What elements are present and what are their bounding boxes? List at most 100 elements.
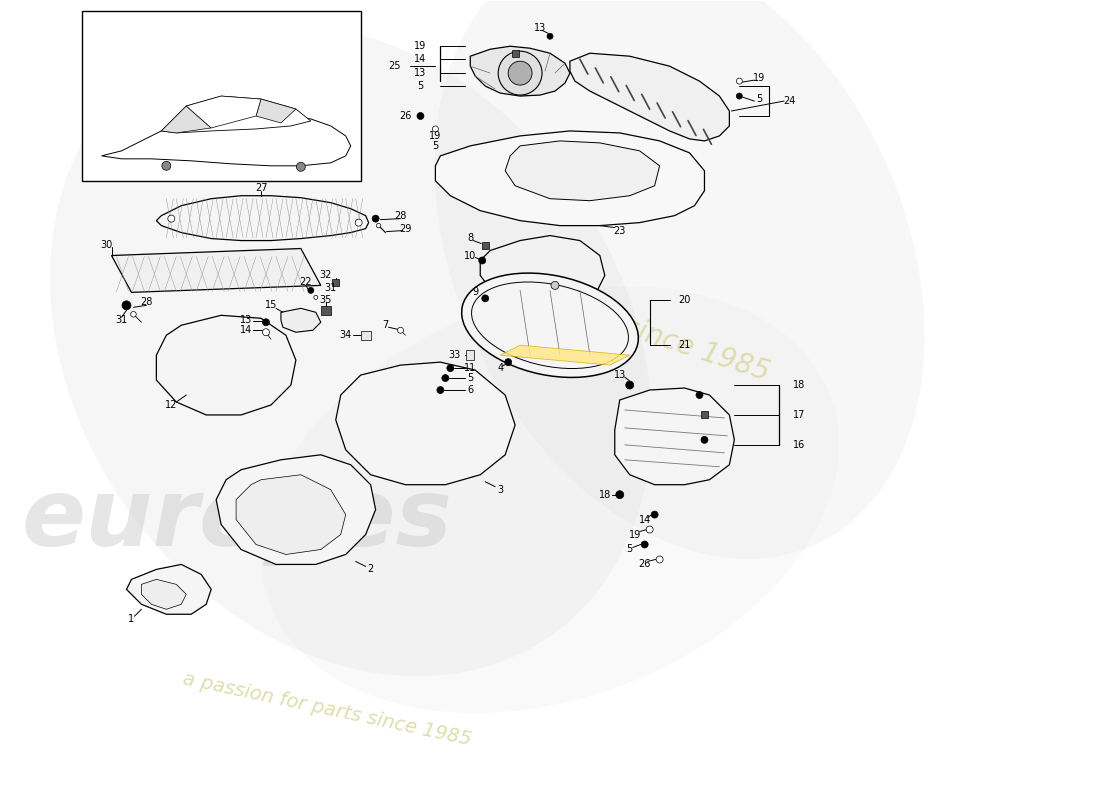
Polygon shape <box>156 315 296 415</box>
Circle shape <box>263 329 270 336</box>
Text: 17: 17 <box>793 410 805 420</box>
Bar <box>332 279 339 286</box>
Text: 14: 14 <box>415 54 427 64</box>
Circle shape <box>162 162 170 170</box>
Circle shape <box>616 490 624 498</box>
Polygon shape <box>142 579 186 610</box>
Text: 14: 14 <box>638 514 651 525</box>
Circle shape <box>122 301 131 310</box>
Circle shape <box>505 358 512 366</box>
Polygon shape <box>217 455 375 565</box>
Circle shape <box>646 526 653 533</box>
Polygon shape <box>280 308 321 332</box>
Circle shape <box>478 257 486 264</box>
Bar <box>482 242 488 249</box>
Circle shape <box>447 365 454 371</box>
Bar <box>361 330 371 340</box>
Text: 19: 19 <box>429 131 441 141</box>
Bar <box>81 11 361 181</box>
Text: 19: 19 <box>628 530 641 539</box>
Text: 18: 18 <box>598 490 611 500</box>
Circle shape <box>372 215 379 222</box>
Text: 12: 12 <box>165 400 177 410</box>
Text: a passion for parts since 1985: a passion for parts since 1985 <box>182 669 473 749</box>
Text: 5: 5 <box>627 545 632 554</box>
Text: 34: 34 <box>340 330 352 340</box>
Polygon shape <box>156 196 368 241</box>
Polygon shape <box>111 249 321 292</box>
Text: 27: 27 <box>255 182 267 193</box>
Polygon shape <box>162 106 211 133</box>
Text: 33: 33 <box>448 350 460 360</box>
Text: 5: 5 <box>756 94 762 104</box>
Polygon shape <box>481 235 605 310</box>
Text: 28: 28 <box>394 210 407 221</box>
Circle shape <box>432 126 439 132</box>
Text: 11: 11 <box>464 363 476 373</box>
Text: 13: 13 <box>240 315 252 326</box>
Circle shape <box>103 145 116 157</box>
Text: 16: 16 <box>793 440 805 450</box>
Text: 31: 31 <box>324 283 337 294</box>
Text: 28: 28 <box>140 298 153 307</box>
Text: 23: 23 <box>614 226 626 235</box>
Text: 14: 14 <box>240 326 252 335</box>
Circle shape <box>288 154 313 180</box>
Text: 26: 26 <box>399 111 411 121</box>
Circle shape <box>551 282 559 290</box>
Text: 1: 1 <box>129 614 134 624</box>
Circle shape <box>131 311 136 317</box>
Text: 30: 30 <box>100 239 112 250</box>
Text: 26: 26 <box>638 559 651 570</box>
Circle shape <box>308 287 314 294</box>
Text: 10: 10 <box>464 250 476 261</box>
Text: 5: 5 <box>468 373 473 383</box>
Ellipse shape <box>462 273 638 378</box>
Circle shape <box>641 541 648 548</box>
Text: 8: 8 <box>468 233 473 242</box>
Polygon shape <box>500 345 629 365</box>
Ellipse shape <box>50 24 651 676</box>
Text: 13: 13 <box>415 68 427 78</box>
Text: 25: 25 <box>388 61 400 71</box>
Circle shape <box>417 113 424 119</box>
Circle shape <box>437 386 444 394</box>
Text: 7: 7 <box>383 320 388 330</box>
Circle shape <box>263 318 270 326</box>
Text: 21: 21 <box>679 340 691 350</box>
Text: 22: 22 <box>299 278 312 287</box>
Polygon shape <box>436 131 704 226</box>
Text: 9: 9 <box>472 287 478 298</box>
Text: 19: 19 <box>754 73 766 83</box>
Text: since 1985: since 1985 <box>619 314 772 387</box>
Circle shape <box>736 93 743 99</box>
Ellipse shape <box>434 0 925 559</box>
Circle shape <box>482 295 488 302</box>
Text: 5: 5 <box>432 141 439 151</box>
Circle shape <box>168 215 175 222</box>
Bar <box>701 411 708 418</box>
Circle shape <box>656 556 663 563</box>
Polygon shape <box>126 565 211 614</box>
Text: 6: 6 <box>468 385 473 395</box>
Text: 13: 13 <box>614 370 626 380</box>
Text: 13: 13 <box>534 23 547 34</box>
Polygon shape <box>615 388 735 485</box>
Text: 24: 24 <box>783 96 795 106</box>
Circle shape <box>376 223 381 228</box>
Polygon shape <box>162 96 311 133</box>
Bar <box>512 50 518 57</box>
Text: 20: 20 <box>679 295 691 306</box>
Text: 35: 35 <box>320 295 332 306</box>
Text: 19: 19 <box>415 42 427 51</box>
Circle shape <box>626 381 634 389</box>
Circle shape <box>547 34 553 39</box>
Polygon shape <box>570 54 729 141</box>
Text: 15: 15 <box>265 300 277 310</box>
Circle shape <box>498 51 542 95</box>
Text: 5: 5 <box>417 81 424 91</box>
Text: 29: 29 <box>399 223 411 234</box>
Polygon shape <box>505 141 660 201</box>
Circle shape <box>153 153 179 178</box>
Polygon shape <box>336 362 515 485</box>
